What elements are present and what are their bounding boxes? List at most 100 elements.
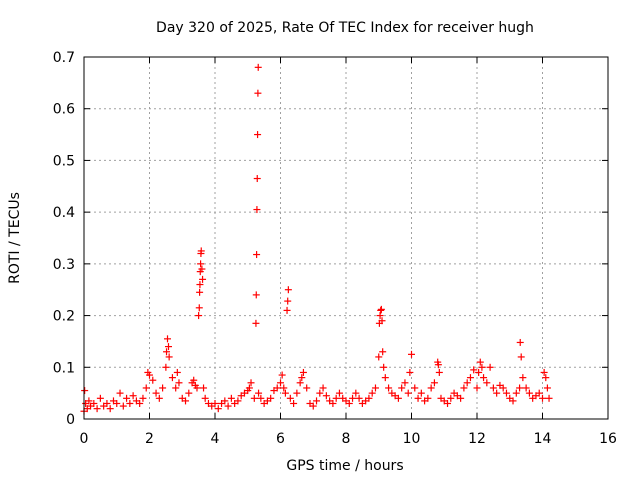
data-point <box>434 361 442 369</box>
data-point <box>149 376 157 384</box>
data-point <box>254 63 262 71</box>
data-point <box>404 389 412 397</box>
data-point <box>175 379 183 387</box>
data-point <box>427 384 435 392</box>
data-point <box>516 338 524 346</box>
y-tick-label: 0.4 <box>53 205 75 221</box>
data-point <box>414 394 422 402</box>
data-point <box>313 397 321 405</box>
axis-ticks: 0 2 4 6 8 10 12 14 16 0 0.1 0.2 0.3 0.4 0.5 0.6 0.7 <box>53 50 617 447</box>
data-point <box>316 389 324 397</box>
y-tick-label: 0.1 <box>53 360 75 376</box>
data-point <box>489 384 497 392</box>
data-point <box>516 384 524 392</box>
data-point <box>349 394 357 402</box>
data-point <box>200 384 208 392</box>
data-point <box>376 312 384 320</box>
data-point <box>476 358 484 366</box>
data-point <box>368 389 376 397</box>
data-point <box>196 288 204 296</box>
x-tick-label: 6 <box>276 431 285 447</box>
data-point <box>198 265 206 273</box>
data-point <box>255 389 263 397</box>
data-point <box>253 251 261 259</box>
data-point <box>199 275 207 283</box>
data-point <box>463 379 471 387</box>
y-tick-label: 0.2 <box>53 309 75 325</box>
data-point <box>401 379 409 387</box>
data-point <box>197 260 205 268</box>
x-tick-label: 14 <box>534 431 552 447</box>
data-point <box>460 384 468 392</box>
data-point <box>267 394 275 402</box>
data-point <box>142 384 150 392</box>
data-point <box>377 306 385 314</box>
data-point <box>286 394 294 402</box>
data-point <box>164 343 172 351</box>
data-point <box>250 394 258 402</box>
data-point <box>252 291 260 299</box>
x-tick-label: 4 <box>211 431 220 447</box>
data-point <box>245 384 253 392</box>
data-point <box>540 368 548 376</box>
data-point <box>417 389 425 397</box>
y-tick-label: 0.6 <box>53 102 75 118</box>
data-point <box>355 394 363 402</box>
data-point <box>466 374 474 382</box>
data-point <box>478 363 486 371</box>
data-point <box>190 376 198 384</box>
data-point <box>377 305 385 313</box>
data-point <box>254 89 262 97</box>
data-point <box>129 392 137 400</box>
data-point <box>139 394 147 402</box>
data-point <box>201 394 209 402</box>
data-point <box>475 368 483 376</box>
data-point <box>509 397 517 405</box>
x-tick-label: 10 <box>403 431 421 447</box>
data-point <box>411 384 419 392</box>
data-point <box>146 371 153 379</box>
data-point <box>430 379 438 387</box>
data-point <box>113 399 121 407</box>
data-point <box>378 317 386 325</box>
data-point <box>447 394 455 402</box>
data-point <box>535 389 543 397</box>
data-point <box>162 363 170 371</box>
data-point <box>257 394 265 402</box>
data-point <box>352 389 360 397</box>
data-point <box>116 389 124 397</box>
data-point <box>152 389 160 397</box>
data-point <box>542 374 550 382</box>
x-tick-label: 16 <box>599 431 617 447</box>
y-tick-label: 0.7 <box>53 50 75 66</box>
y-tick-label: 0.5 <box>53 153 75 169</box>
data-point <box>278 371 286 379</box>
data-point <box>499 384 507 392</box>
y-tick-label: 0 <box>66 412 75 428</box>
data-point <box>435 368 443 376</box>
data-point <box>123 394 131 402</box>
data-point <box>345 399 353 407</box>
data-point <box>385 384 393 392</box>
data-point <box>303 384 311 392</box>
data-point <box>253 175 261 183</box>
data-point <box>309 402 317 410</box>
data-point <box>319 384 327 392</box>
data-point <box>394 394 402 402</box>
data-point <box>284 286 292 294</box>
data-point <box>90 399 98 407</box>
data-point <box>197 247 205 255</box>
x-tick-label: 8 <box>342 431 351 447</box>
data-point <box>329 399 337 407</box>
x-tick-label: 2 <box>145 431 154 447</box>
data-point <box>517 353 525 361</box>
data-point <box>543 384 551 392</box>
data-point <box>332 394 340 402</box>
data-point <box>103 399 111 407</box>
x-axis-label: GPS time / hours <box>286 458 403 474</box>
data-point <box>224 402 232 410</box>
data-point <box>185 389 193 397</box>
data-point <box>96 394 104 402</box>
data-point <box>457 394 465 402</box>
